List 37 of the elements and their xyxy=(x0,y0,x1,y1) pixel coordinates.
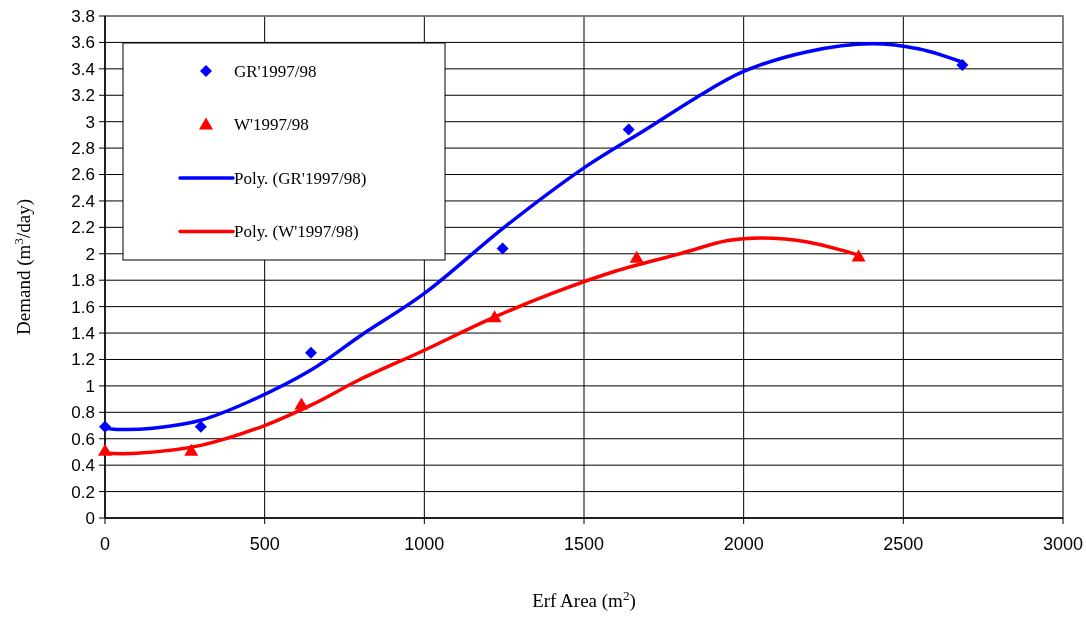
x-axis-title: Erf Area (m$^{2}$) xyxy=(532,587,636,612)
y-tick-label: 3.6 xyxy=(71,33,95,53)
y-tick-label: 3.2 xyxy=(71,86,95,106)
y-tick-label: 0.2 xyxy=(71,482,95,502)
point xyxy=(622,123,635,136)
x-tick-label: 500 xyxy=(249,534,280,554)
point xyxy=(194,420,207,433)
legend-label: Poly. (GR'1997/98) xyxy=(234,168,367,188)
y-tick-label: 2.2 xyxy=(71,218,95,238)
legend-label: W'1997/98 xyxy=(234,115,309,135)
x-tick-label: 2000 xyxy=(723,534,764,554)
legend-label: GR'1997/98 xyxy=(234,61,317,81)
y-tick-label: 2.8 xyxy=(71,139,95,159)
y-tick-label: 2 xyxy=(85,244,95,264)
y-tick-label: 0.6 xyxy=(71,429,95,449)
y-tick-label: 0.4 xyxy=(71,456,95,476)
y-tick-label: 1.6 xyxy=(71,297,95,317)
y-tick-label: 2.6 xyxy=(71,165,95,185)
y-tick-label: 3 xyxy=(85,112,95,132)
x-tick-label: 2500 xyxy=(883,534,924,554)
y-tick-label: 1 xyxy=(85,376,95,396)
y-tick-label: 1.4 xyxy=(71,324,95,343)
y-tick-label: 0.8 xyxy=(71,403,95,423)
y-tick-label: 1.2 xyxy=(71,350,95,370)
x-tick-label: 1000 xyxy=(404,534,445,554)
y-tick-label: 0 xyxy=(85,508,95,528)
point xyxy=(496,242,509,255)
x-tick-label: 0 xyxy=(99,534,111,554)
x-tick-label: 3000 xyxy=(1042,534,1084,554)
y-tick-label: 2.4 xyxy=(71,191,95,211)
point xyxy=(629,250,644,263)
legend-label: Poly. (W'1997/98) xyxy=(234,222,359,242)
point xyxy=(304,346,317,359)
y-tick-label: 3.8 xyxy=(71,6,95,26)
y-tick-label: 3.4 xyxy=(71,59,95,79)
x-tick-label: 1500 xyxy=(563,534,605,554)
y-tick-label: 1.8 xyxy=(71,271,95,291)
